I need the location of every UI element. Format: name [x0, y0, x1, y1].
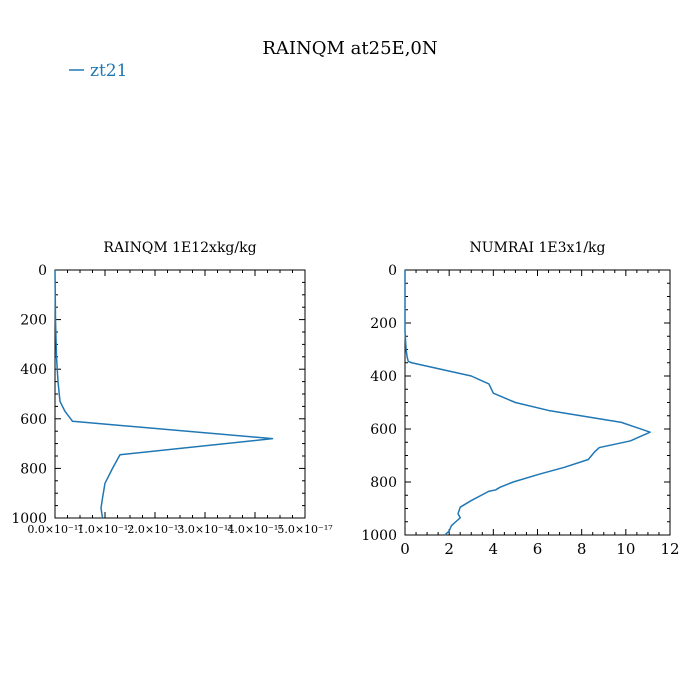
numrai-xtick-label: 2	[444, 540, 454, 558]
rainqm-xtick-label: 1.0×10⁻¹⁷	[77, 523, 133, 536]
numrai-panel-title: NUMRAI 1E3x1/kg	[469, 240, 605, 256]
numrai-xtick-label: 6	[533, 540, 543, 558]
rainqm-ytick-label: 0	[38, 263, 47, 279]
numrai-xtick-label: 4	[489, 540, 499, 558]
rainqm-axes-frame	[54, 269, 306, 519]
rainqm-series-line-zt21	[54, 269, 274, 519]
rainqm-ytick-label: 200	[20, 313, 47, 329]
numrai-ytick-label: 400	[370, 369, 397, 385]
numrai-ytick-label: 0	[388, 263, 397, 279]
figure-title: RAINQM at25E,0N	[262, 38, 437, 59]
rainqm-xtick-label: 3.0×10⁻¹⁷	[177, 523, 233, 536]
rainqm-xtick-label: 0.0×10⁻¹⁷	[27, 523, 83, 536]
legend-label: zt21	[90, 61, 127, 81]
numrai-xtick-label: 0	[400, 540, 410, 558]
numrai-series-line-zt21	[404, 270, 651, 536]
rainqm-panel: RAINQM 1E12xkg/kg 0 200 400 600 800 10000.0×10…	[11, 240, 333, 536]
numrai-xtick-label: 8	[577, 540, 587, 558]
rainqm-xtick-label: 4.0×10⁻¹⁷	[227, 523, 283, 536]
numrai-ytick-label: 800	[370, 475, 397, 491]
legend: zt21	[69, 61, 127, 81]
rainqm-ytick-label: 800	[20, 461, 47, 477]
numrai-xtick-label: 10	[616, 540, 635, 558]
numrai-xtick-label: 12	[660, 540, 679, 558]
rainqm-ytick-label: 600	[20, 412, 47, 428]
rainqm-ytick-label: 400	[20, 362, 47, 378]
numrai-ytick-label: 600	[370, 422, 397, 438]
numrai-ytick-label: 200	[370, 316, 397, 332]
rainqm-panel-title: RAINQM 1E12xkg/kg	[103, 240, 256, 256]
rainqm-ytick-label: 1000	[11, 511, 47, 527]
rainqm-xtick-label: 2.0×10⁻¹⁷	[127, 523, 183, 536]
numrai-ytick-label: 1000	[361, 528, 397, 544]
rainqm-xtick-label: 5.0×10⁻¹⁷	[277, 523, 333, 536]
numrai-axes-frame	[404, 269, 671, 536]
